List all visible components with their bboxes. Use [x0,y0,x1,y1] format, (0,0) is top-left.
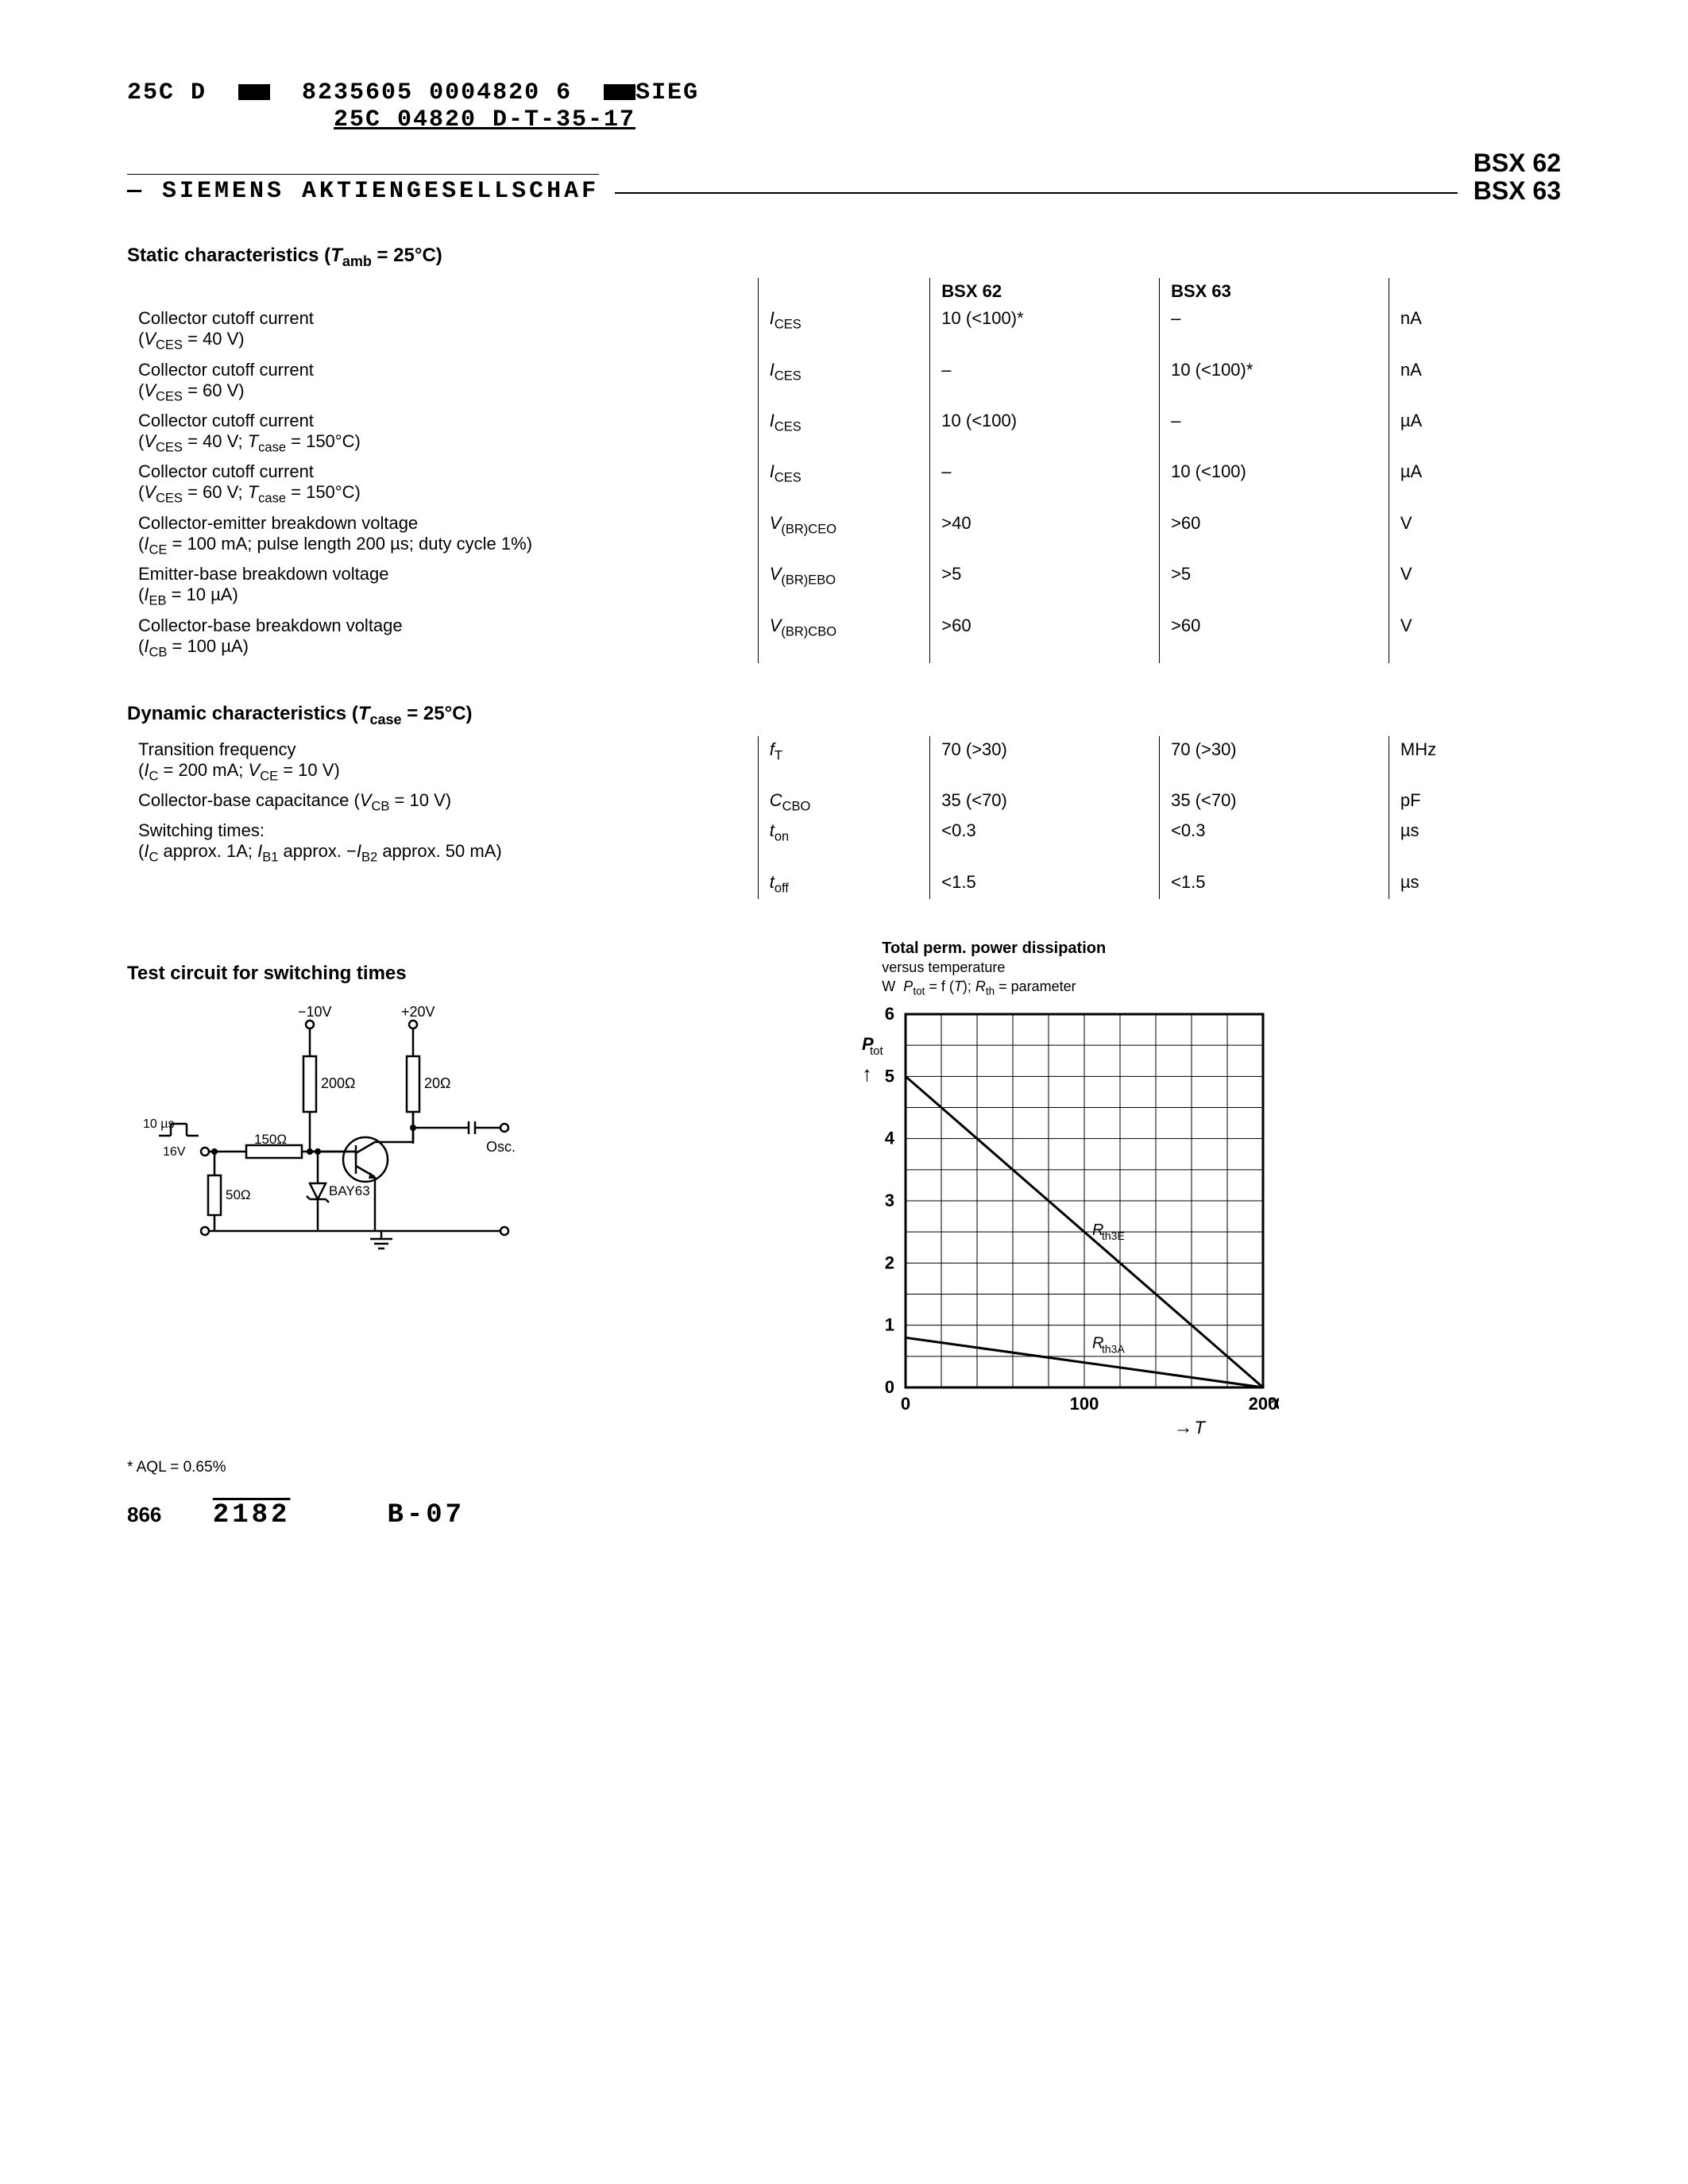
chart-panel: Total perm. power dissipation versus tem… [834,939,1551,1443]
svg-text:5: 5 [885,1066,894,1086]
code-1c: SIEG [635,79,699,106]
col-bsx63: BSX 63 [1160,278,1389,305]
table-row: Collector cutoff current(VCES = 40 V)ICE… [127,305,1561,356]
header-code-line-2: 25C 04820 D-T-35-17 [334,106,1561,133]
static-table: BSX 62 BSX 63 Collector cutoff current(V… [127,278,1561,663]
header-rule [615,192,1458,194]
circuit-diagram: −10V 200Ω +20V 20Ω 10 µs 16V 150Ω 50Ω BAY63 Osc. [127,993,540,1279]
svg-text:200Ω: 200Ω [321,1075,356,1091]
table-row: Collector cutoff current(VCES = 40 V; Tc… [127,407,1561,458]
header-block: 25C D 8235605 0004820 6 SIEG 25C 04820 D… [127,79,1561,205]
svg-text:0: 0 [901,1394,910,1414]
chart-formula: W Ptot = f (T); Rth = parameter [882,978,1076,994]
svg-text:6: 6 [885,1004,894,1024]
code-1b: 8235605 0004820 6 [302,79,572,106]
company-row: — SIEMENS AKTIENGESELLSCHAF BSX 62 BSX 6… [127,149,1561,205]
footer-code-1: 2182 [213,1500,291,1530]
page-footer: 866 2182 B-07 [127,1500,1561,1530]
svg-text:+20V: +20V [401,1004,435,1020]
lower-section: Test circuit for switching times −10V200… [127,939,1561,1443]
table-row: Transition frequency(IC = 200 mA; VCE = … [127,736,1561,787]
svg-text:150Ω: 150Ω [254,1132,287,1147]
svg-text:°C: °C [1268,1394,1279,1414]
svg-text:10 µs: 10 µs [143,1117,174,1131]
col-bsx62: BSX 62 [930,278,1160,305]
svg-text:→: → [1174,1417,1193,1438]
svg-text:16V: 16V [163,1145,186,1159]
svg-text:0: 0 [885,1377,894,1397]
svg-text:1: 1 [885,1315,894,1335]
svg-text:4: 4 [885,1129,895,1148]
svg-text:T: T [1195,1418,1207,1437]
table-row: Emitter-base breakdown voltage(IEB = 10 … [127,561,1561,612]
header-code-line-1: 25C D 8235605 0004820 6 SIEG [127,79,1561,106]
black-box-icon [604,84,635,100]
svg-text:tot: tot [870,1044,884,1058]
part-2: BSX 63 [1474,177,1561,205]
svg-text:th3A: th3A [1102,1343,1125,1356]
svg-text:Osc.: Osc. [486,1139,516,1155]
table-row: Switching times:(IC approx. 1A; IB1 appr… [127,817,1561,868]
power-dissipation-chart: 01234560100200Ptot↑°C→TRth3ERth3A [834,998,1279,1443]
part-1: BSX 62 [1474,149,1561,177]
static-title: Static characteristics (Tamb = 25°C) [127,245,1561,270]
svg-text:100: 100 [1070,1394,1099,1414]
company-name: — SIEMENS AKTIENGESELLSCHAF [127,174,599,205]
svg-text:50Ω: 50Ω [226,1187,251,1202]
table-row: Collector-base capacitance (VCB = 10 V)C… [127,787,1561,817]
table-row: Collector-base breakdown voltage(ICB = 1… [127,612,1561,663]
table-row: toff<1.5<1.5µs [127,869,1561,899]
svg-text:2: 2 [885,1252,894,1272]
dynamic-title: Dynamic characteristics (Tcase = 25°C) [127,703,1561,728]
part-numbers: BSX 62 BSX 63 [1474,149,1561,205]
page-number: 866 [127,1503,161,1526]
svg-text:3: 3 [885,1190,894,1210]
chart-title: Total perm. power dissipation versus tem… [882,939,1551,998]
svg-text:↑: ↑ [862,1062,872,1086]
code-1a: 25C D [127,79,207,106]
dynamic-table: Transition frequency(IC = 200 mA; VCE = … [127,736,1561,900]
svg-text:20Ω: 20Ω [424,1075,450,1091]
svg-text:−10V: −10V [298,1004,332,1020]
table-header-row: BSX 62 BSX 63 [127,278,1561,305]
circuit-title: Test circuit for switching times [127,963,786,985]
footer-code-2: B-07 [387,1500,465,1530]
svg-text:BAY63: BAY63 [329,1183,370,1198]
table-row: Collector cutoff current(VCES = 60 V)ICE… [127,357,1561,407]
table-row: Collector-emitter breakdown voltage(ICE … [127,510,1561,561]
circuit-panel: Test circuit for switching times −10V 200… [127,939,786,1279]
footnote: * AQL = 0.65% [127,1459,1561,1476]
svg-text:th3E: th3E [1102,1229,1125,1242]
table-row: Collector cutoff current(VCES = 60 V; Tc… [127,458,1561,509]
black-box-icon [238,84,270,100]
